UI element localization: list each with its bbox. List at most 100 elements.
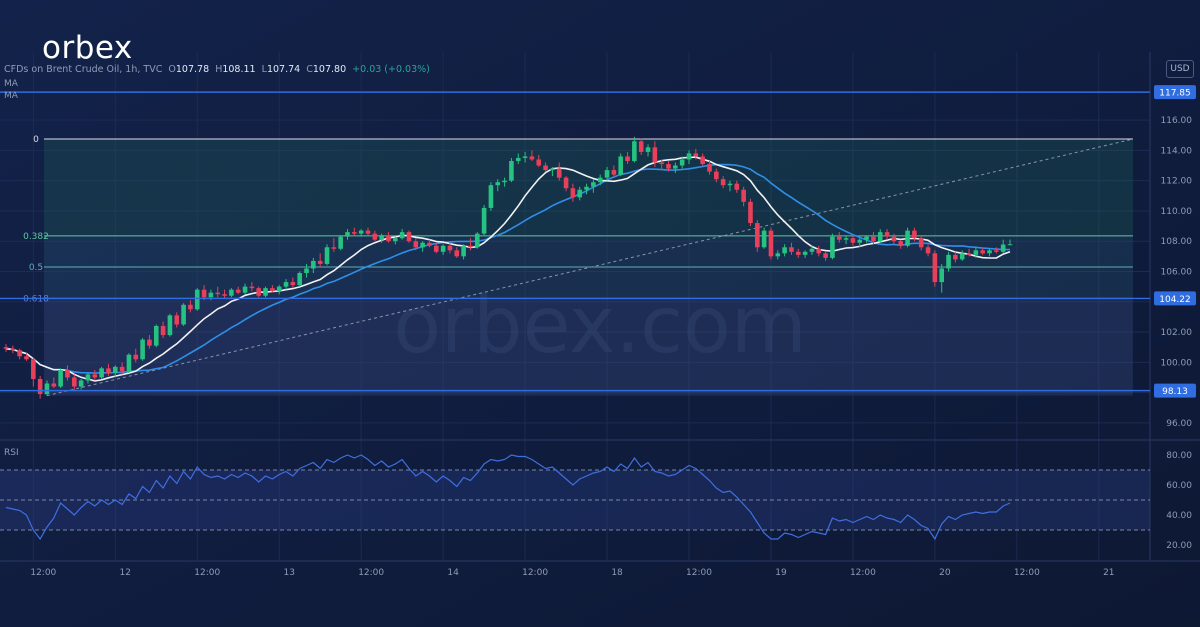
candle-body (365, 230, 371, 234)
open-label: O (168, 64, 176, 75)
orbex-logo: orbex (42, 30, 133, 66)
candle-body (72, 377, 77, 387)
candle-body (24, 356, 29, 360)
candle-body (126, 354, 132, 372)
candle-body (857, 239, 863, 243)
candle-body (256, 288, 262, 296)
candle-body (905, 230, 910, 246)
candle-body (297, 273, 302, 286)
candle-body (925, 247, 931, 254)
price-tick-label: 110.00 (1161, 207, 1193, 217)
currency-button[interactable]: USD (1166, 60, 1194, 78)
price-lines[interactable] (0, 91, 1150, 392)
indicator-ma-1[interactable]: MA (4, 79, 18, 89)
candle-body (673, 165, 678, 169)
candle-body (918, 238, 924, 248)
candle-body (393, 238, 398, 242)
candle-body (604, 170, 610, 178)
time-tick-label: 12:00 (850, 568, 876, 578)
candle-body (720, 179, 726, 186)
price-tick-label: 108.00 (1161, 237, 1193, 247)
candle-body (556, 168, 562, 178)
candle-body (959, 253, 965, 260)
candle-body (229, 289, 234, 296)
candle-body (775, 253, 781, 257)
candle-body (761, 230, 767, 248)
time-tick-label: 21 (1103, 568, 1114, 578)
candle-body (311, 260, 316, 269)
candle-body (659, 162, 664, 165)
symbol-label: CFDs on Brent Crude Oil, 1h, TVC (4, 64, 163, 75)
price-axis[interactable]: 96.0098.00100.00102.00104.00106.00108.00… (1154, 85, 1196, 551)
candle-body (891, 236, 897, 242)
candle-body (550, 168, 555, 171)
fib-zone-618-1 (43, 298, 1133, 396)
candle-body (645, 147, 651, 152)
candle-body (987, 250, 992, 254)
candle-body (140, 339, 145, 360)
price-line-tag (1154, 291, 1196, 306)
candle-body (877, 232, 883, 242)
indicator-ma-2[interactable]: MA (4, 91, 18, 101)
candle-body (427, 242, 432, 246)
candle-body (782, 247, 787, 254)
candle-body (283, 282, 289, 287)
candle-body (99, 368, 104, 378)
candle-body (85, 374, 91, 381)
rsi-tick-label: 80.00 (1166, 451, 1192, 461)
candle-body (65, 369, 70, 378)
candle-body (51, 383, 57, 387)
candle-body (912, 230, 917, 239)
candle-body (570, 188, 576, 198)
candle-body (884, 232, 890, 237)
candle-body (1007, 244, 1013, 246)
candle-body (529, 156, 535, 160)
candle-body (714, 171, 719, 180)
price-line-tag-label: 98.13 (1162, 387, 1188, 397)
rsi-label: RSI (4, 448, 19, 458)
time-tick-label: 14 (447, 568, 459, 578)
candle-body (522, 156, 528, 158)
candle-body (78, 380, 84, 387)
candle-body (502, 180, 507, 183)
candle-body (666, 164, 671, 169)
candle-body (802, 251, 808, 255)
candle-body (147, 339, 152, 346)
candle-body (413, 241, 419, 248)
candle-body (809, 248, 815, 252)
candle-body (461, 245, 466, 257)
candle-body (119, 366, 125, 372)
candle-body (515, 157, 521, 161)
candle-body (106, 368, 111, 373)
candle-body (372, 233, 378, 240)
price-line-tag (1154, 85, 1196, 100)
candle-body (208, 292, 214, 298)
candle-body (850, 238, 856, 243)
candle-body (447, 245, 453, 251)
candle-body (816, 248, 822, 254)
candle-body (700, 156, 705, 165)
candle-body (638, 141, 644, 152)
candle-body (611, 170, 617, 175)
candle-body (222, 294, 227, 296)
candle-body (167, 315, 173, 336)
candle-body (584, 186, 589, 190)
candle-body (194, 289, 200, 310)
candle-body (939, 268, 945, 283)
time-axis[interactable]: 12:00 12 12:00 13 12:00 14 12:00 18 12:00 19 12:00… (30, 568, 1114, 578)
candle-body (823, 253, 828, 258)
candle-body (379, 235, 384, 240)
candle-body (276, 286, 282, 292)
fib-level-label: 0 (33, 135, 39, 145)
open-value: 107.78 (175, 64, 210, 75)
candle-body (17, 350, 22, 357)
candle-body (474, 233, 480, 248)
candle-body (932, 253, 938, 283)
ma-fast-line (5, 156, 1011, 382)
grid (0, 52, 1200, 562)
candle-body (618, 156, 623, 175)
candle-body (755, 223, 760, 248)
fib-level-label: 0.382 (23, 232, 49, 242)
